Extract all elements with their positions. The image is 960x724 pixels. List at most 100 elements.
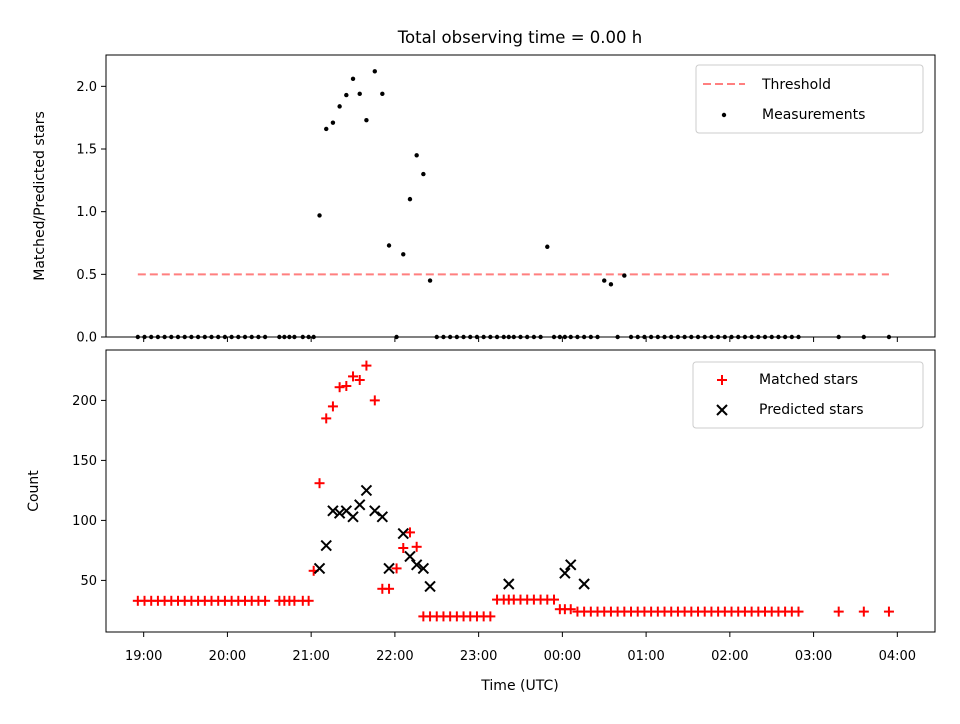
matched-star-point (384, 583, 395, 594)
predicted-star-point (333, 507, 346, 519)
top-legend-box (695, 64, 924, 134)
top-y-tick-label: 0.0 (76, 331, 97, 346)
measurement-point (330, 120, 336, 125)
top-y-axis-label: Matched/Predicted stars (32, 111, 48, 281)
x-tick-label: 20:00 (209, 649, 246, 664)
bottom-y-tick-label: 150 (72, 454, 97, 469)
measurement-point (350, 76, 356, 82)
measurement-point (622, 273, 627, 278)
x-tick-label: 01:00 (627, 649, 664, 664)
measurement-point (407, 196, 413, 202)
predicted-star-point (313, 562, 326, 575)
bottom-panel-frame (105, 349, 936, 633)
x-tick-label: 22:00 (376, 649, 413, 664)
predicted-star-point (578, 578, 590, 590)
predicted-star-point (376, 511, 389, 523)
measurement-point (386, 243, 392, 248)
legend-predicted-label: Predicted stars (759, 402, 864, 418)
predicted-star-point (410, 559, 423, 571)
matched-star-point (369, 395, 380, 406)
bottom-legend: Matched stars Predicted stars (692, 361, 924, 429)
predicted-star-point (347, 511, 359, 523)
x-tick-label: 02:00 (711, 649, 748, 664)
x-tick-label: 19:00 (125, 649, 162, 664)
predicted-star-point (354, 499, 366, 511)
predicted-star-point (397, 527, 409, 540)
matched-star-point (354, 375, 365, 385)
predicted-star-point (565, 559, 577, 571)
legend-measurements-label: Measurements (762, 107, 865, 123)
x-tick-label: 00:00 (544, 649, 581, 664)
measurement-point (324, 126, 329, 132)
matched-star-point (565, 604, 576, 615)
measurement-point (372, 69, 377, 74)
measurement-point (602, 278, 607, 283)
x-tick-label: 21:00 (292, 649, 329, 664)
bottom-panel: Count Time (UTC) Matched stars Predicted… (26, 349, 936, 694)
predicted-star-point (360, 484, 373, 497)
matched-star-point (883, 606, 894, 617)
matched-star-point (303, 595, 314, 606)
matched-star-point (833, 606, 844, 617)
measurement-point (364, 117, 369, 123)
bottom-y-tick-label: 50 (80, 574, 97, 589)
x-axis-label: Time (UTC) (480, 678, 558, 694)
bottom-legend-box (692, 361, 924, 429)
predicted-star-point (559, 567, 571, 579)
predicted-star-point (417, 562, 430, 575)
matched-star-point (314, 478, 325, 489)
measurement-point (401, 252, 406, 257)
x-tick-label: 04:00 (879, 649, 916, 664)
legend-matched-marker (717, 375, 727, 385)
matched-star-point (793, 606, 804, 617)
matched-star-point (548, 594, 559, 605)
bottom-y-tick-label: 200 (72, 394, 97, 409)
measurement-point (337, 104, 342, 109)
matched-star-point (398, 543, 409, 553)
legend-matched-label: Matched stars (759, 372, 858, 388)
top-y-tick-label: 0.5 (76, 268, 97, 283)
top-y-tick-label: 1.5 (76, 143, 97, 158)
top-y-tick-label: 1.0 (76, 205, 97, 220)
legend-measurements-marker (721, 112, 727, 118)
predicted-star-point (327, 505, 339, 517)
measurement-point (380, 91, 385, 97)
measurement-point (317, 213, 322, 218)
top-y-tick-label: 2.0 (76, 80, 97, 95)
bottom-y-tick-label: 100 (72, 514, 97, 529)
matched-star-point (858, 606, 869, 617)
matched-star-point (485, 611, 496, 622)
x-tick-label: 23:00 (460, 649, 497, 664)
matched-star-point (289, 595, 300, 606)
matched-star-point (260, 595, 271, 606)
measurement-point (421, 171, 426, 177)
legend-threshold-label: Threshold (761, 77, 831, 93)
matched-star-point (341, 381, 352, 391)
matched-star-point (404, 527, 415, 538)
matched-star-point (334, 382, 345, 393)
x-tick-label: 03:00 (795, 649, 832, 664)
measurement-point (414, 153, 419, 158)
bottom-plot-area (132, 360, 894, 622)
predicted-star-point (503, 578, 515, 590)
matched-star-point (321, 413, 332, 424)
top-legend: Threshold Measurements (695, 64, 924, 134)
top-panel: Total observing time = 0.00 h Matched/Pr… (32, 28, 936, 340)
matched-star-point (361, 360, 372, 371)
top-panel-title: Total observing time = 0.00 h (397, 28, 642, 47)
predicted-star-point (369, 505, 381, 517)
bottom-y-axis-label: Count (26, 470, 42, 512)
legend-predicted-marker (716, 404, 728, 416)
measurement-point (357, 91, 362, 97)
measurement-point (608, 282, 614, 287)
top-panel-frame (105, 54, 936, 338)
matched-star-point (327, 401, 338, 412)
matched-star-point (411, 541, 422, 552)
predicted-star-point (383, 562, 395, 575)
matched-star-point (391, 563, 402, 574)
predicted-star-point (424, 580, 436, 593)
measurement-point (545, 244, 550, 249)
measurement-point (344, 92, 349, 98)
predicted-star-point (320, 539, 332, 552)
